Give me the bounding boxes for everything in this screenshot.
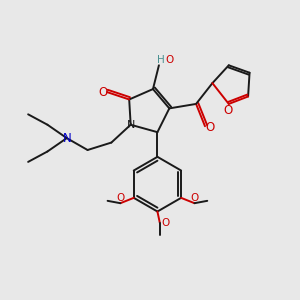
Text: H: H [157, 55, 164, 65]
Text: O: O [224, 104, 233, 117]
Text: O: O [99, 85, 108, 98]
Text: O: O [190, 193, 199, 203]
Text: O: O [162, 218, 170, 228]
Text: N: N [127, 120, 135, 130]
Text: O: O [116, 193, 124, 203]
Text: N: N [62, 132, 71, 145]
Text: O: O [166, 55, 174, 65]
Text: O: O [206, 121, 215, 134]
